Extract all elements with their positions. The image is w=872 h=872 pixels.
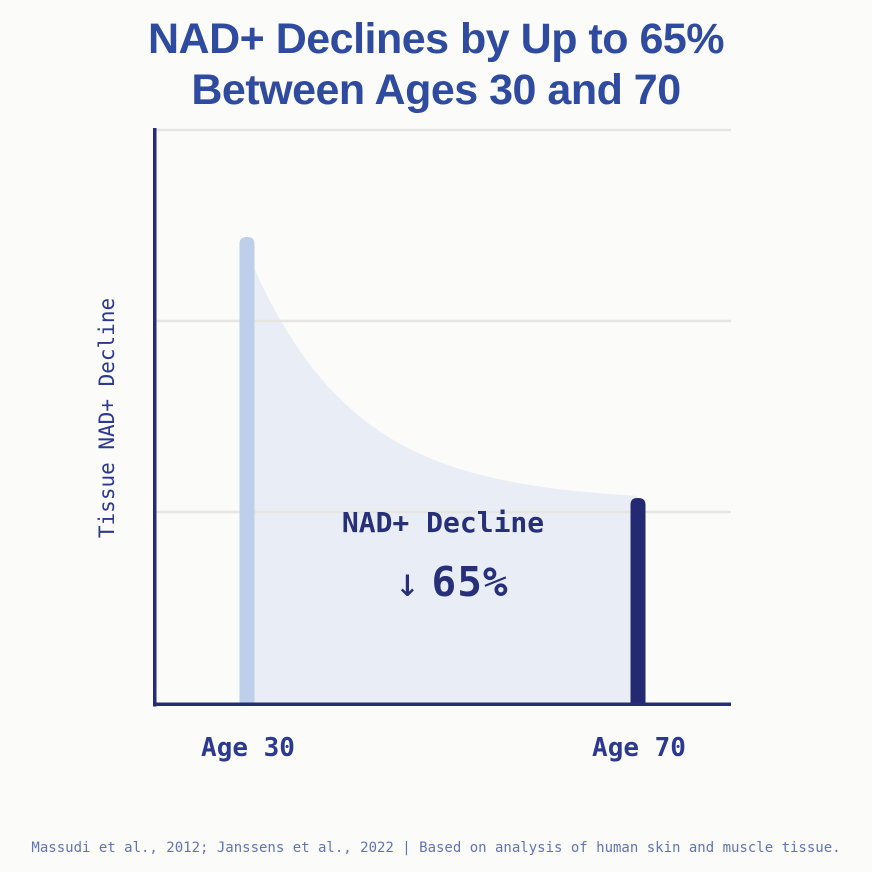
chart-title: NAD+ Declines by Up to 65% Between Ages … xyxy=(147,15,725,114)
bar-age-30 xyxy=(239,237,255,703)
annotation-label: NAD+ Decline xyxy=(341,506,545,539)
annotation-value: ↓ 65% xyxy=(395,562,508,603)
x-axis-line xyxy=(153,702,731,706)
decline-percent: 65% xyxy=(431,558,509,606)
x-tick-age-70: Age 70 xyxy=(592,733,686,763)
x-tick-age-30: Age 30 xyxy=(201,733,295,763)
down-arrow-icon: ↓ xyxy=(395,559,420,606)
bar-age-70 xyxy=(630,497,646,703)
source-citation: Massudi et al., 2012; Janssens et al., 2… xyxy=(31,840,841,856)
y-axis-line xyxy=(153,128,157,707)
plot-svg xyxy=(153,128,731,707)
decline-area xyxy=(247,252,638,703)
y-axis-label: Tissue NAD+ Decline xyxy=(95,297,119,539)
